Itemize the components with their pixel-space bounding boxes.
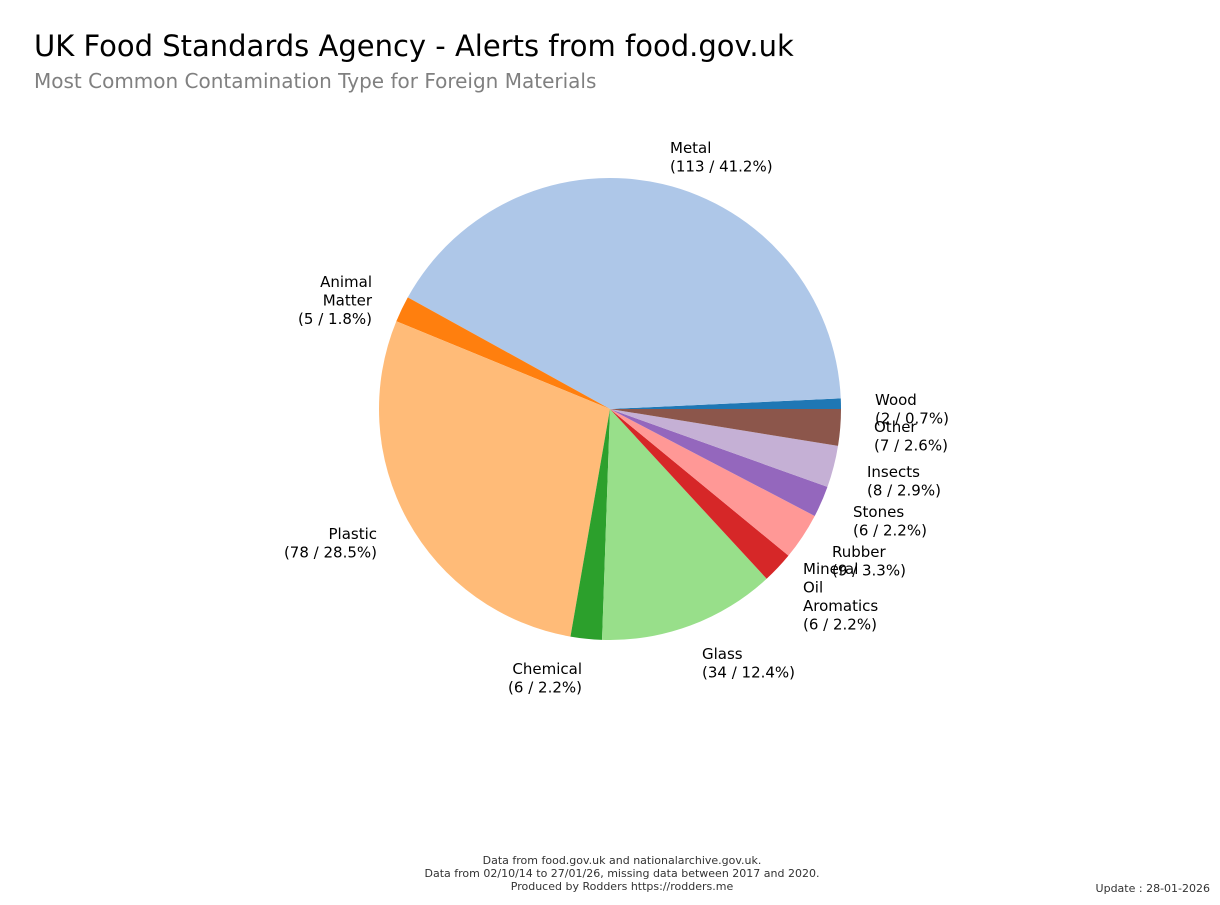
footer-notes: Data from food.gov.uk and nationalarchiv… bbox=[0, 854, 1220, 893]
slice-label-line: (7 / 2.6%) bbox=[874, 437, 948, 455]
footer-date-range: Data from 02/10/14 to 27/01/26, missing … bbox=[424, 867, 820, 880]
slice-label-insects: Insects (8 / 2.9%) bbox=[867, 463, 941, 500]
slice-label-line: (113 / 41.2%) bbox=[670, 158, 773, 176]
slice-label-line: Other bbox=[874, 418, 917, 436]
pie-labels: Wood (2 / 0.7%) Metal (113 / 41.2%) Animal Ma… bbox=[284, 139, 949, 697]
pie-slice-other bbox=[610, 409, 841, 446]
slice-label-line: (5 / 1.8%) bbox=[298, 310, 372, 328]
slice-label-line: (34 / 12.4%) bbox=[702, 664, 795, 682]
slice-label-animal-matter: Animal Matter (5 / 1.8%) bbox=[298, 273, 373, 328]
slice-label-line: (8 / 2.9%) bbox=[867, 482, 941, 500]
footer-source: Data from food.gov.uk and nationalarchiv… bbox=[482, 854, 762, 867]
pie-slice-metal bbox=[407, 177, 841, 409]
slice-label-line: Chemical bbox=[512, 660, 582, 678]
slice-label-line: Plastic bbox=[328, 525, 377, 543]
pie-slice-glass bbox=[602, 409, 767, 640]
pie-slice-stones bbox=[610, 409, 828, 516]
slice-label-line: (6 / 2.2%) bbox=[508, 679, 582, 697]
slice-label-line: Mineral bbox=[803, 560, 858, 578]
slice-label-line: Animal bbox=[320, 273, 372, 291]
slice-label-line: (6 / 2.2%) bbox=[803, 616, 877, 634]
slice-label-line: Glass bbox=[702, 645, 743, 663]
slice-label-mineral-oil-aromatics: Mineral Oil Aromatics (6 / 2.2%) bbox=[803, 560, 878, 634]
slice-label-line: Stones bbox=[853, 503, 904, 521]
slice-label-line: Wood bbox=[875, 391, 917, 409]
slice-label-line: Matter bbox=[323, 292, 373, 310]
slice-label-line: Metal bbox=[670, 139, 711, 157]
slice-label-line: (2 / 0.7%) bbox=[875, 410, 949, 428]
chart-title: UK Food Standards Agency - Alerts from f… bbox=[34, 29, 794, 63]
slice-label-line: Insects bbox=[867, 463, 920, 481]
slice-label-line: Rubber bbox=[832, 543, 887, 561]
slice-label-wood: Wood (2 / 0.7%) bbox=[875, 391, 949, 428]
pie-slice-mineral-oil-aromatics bbox=[610, 409, 789, 579]
slice-label-line: (78 / 28.5%) bbox=[284, 544, 377, 562]
chart-subtitle: Most Common Contamination Type for Forei… bbox=[34, 69, 597, 93]
pie-slices bbox=[378, 177, 842, 640]
slice-label-plastic: Plastic (78 / 28.5%) bbox=[284, 525, 377, 562]
slice-label-rubber: Rubber (9 / 3.3%) bbox=[832, 543, 906, 580]
pie-slice-plastic bbox=[378, 321, 610, 637]
slice-label-chemical: Chemical (6 / 2.2%) bbox=[508, 660, 582, 697]
update-date: Update : 28-01-2026 bbox=[1095, 882, 1210, 895]
slice-label-glass: Glass (34 / 12.4%) bbox=[702, 645, 795, 682]
footer-credit: Produced by Rodders https://rodders.me bbox=[510, 880, 734, 893]
slice-label-line: (9 / 3.3%) bbox=[832, 562, 906, 580]
pie-slice-animal-matter bbox=[396, 297, 610, 409]
slice-label-line: Oil bbox=[803, 579, 823, 597]
slice-label-other: Other (7 / 2.6%) bbox=[874, 418, 948, 455]
slice-label-metal: Metal (113 / 41.2%) bbox=[670, 139, 773, 176]
slice-label-line: Aromatics bbox=[803, 597, 878, 615]
pie-slice-wood bbox=[610, 398, 842, 409]
pie-slice-chemical bbox=[570, 409, 610, 640]
slice-label-stones: Stones (6 / 2.2%) bbox=[853, 503, 927, 540]
pie-slice-insects bbox=[610, 409, 839, 487]
slice-label-line: (6 / 2.2%) bbox=[853, 522, 927, 540]
pie-slice-rubber bbox=[610, 409, 815, 556]
